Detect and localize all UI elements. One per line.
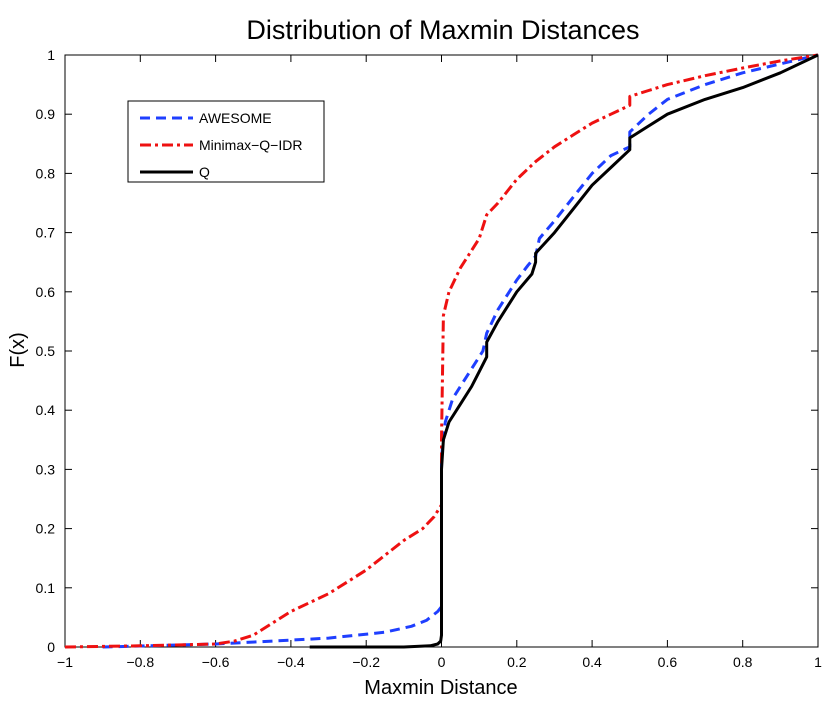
x-tick-label: −0.2	[352, 654, 380, 670]
x-tick-label: 0	[438, 654, 446, 670]
x-tick-label: 0.4	[582, 654, 602, 670]
y-tick-label: 1	[47, 47, 55, 63]
legend-label: Minimax−Q−IDR	[199, 137, 302, 153]
x-tick-label: −0.6	[202, 654, 230, 670]
y-tick-label: 0.9	[36, 106, 56, 122]
y-tick-label: 0.4	[36, 402, 56, 418]
legend-box	[127, 100, 325, 183]
y-axis-label: F(x)	[7, 332, 29, 368]
y-tick-label: 0.1	[36, 580, 56, 596]
series-lines	[64, 53, 819, 649]
legend-label: Q	[199, 164, 210, 180]
x-axis-label: Maxmin Distance	[364, 677, 517, 699]
y-tick-label: 0.7	[36, 225, 56, 241]
x-tick-label: 0.6	[658, 654, 678, 670]
x-tick-label: −1	[57, 654, 73, 670]
y-tick-label: 0.5	[36, 343, 56, 359]
y-tick-label: 0.6	[36, 284, 56, 300]
y-axis-ticks: 0 0.1 0.2 0.3 0.4 0.5 0.6 0.7 0.8 0.9 1	[36, 47, 818, 655]
series-line-q	[309, 53, 819, 649]
series-line-awesome	[102, 53, 819, 649]
y-tick-label: 0	[47, 639, 55, 655]
legend-label: AWESOME	[199, 110, 272, 126]
y-tick-label: 0.2	[36, 521, 56, 537]
series-line-minimax-q-idr	[64, 53, 819, 649]
y-tick-label: 0.8	[36, 165, 56, 181]
x-tick-label: 0.8	[733, 654, 753, 670]
x-tick-label: −0.8	[126, 654, 154, 670]
x-axis-ticks: −1 −0.8 −0.6 −0.4 −0.2 0 0.2 0.4 0.6 0.8 1	[57, 55, 822, 670]
x-tick-label: 0.2	[507, 654, 527, 670]
y-tick-label: 0.3	[36, 461, 56, 477]
x-tick-label: 1	[814, 654, 822, 670]
chart-title: Distribution of Maxmin Distances	[246, 15, 639, 45]
legend: AWESOME Minimax−Q−IDR Q	[127, 100, 325, 183]
x-tick-label: −0.4	[277, 654, 305, 670]
